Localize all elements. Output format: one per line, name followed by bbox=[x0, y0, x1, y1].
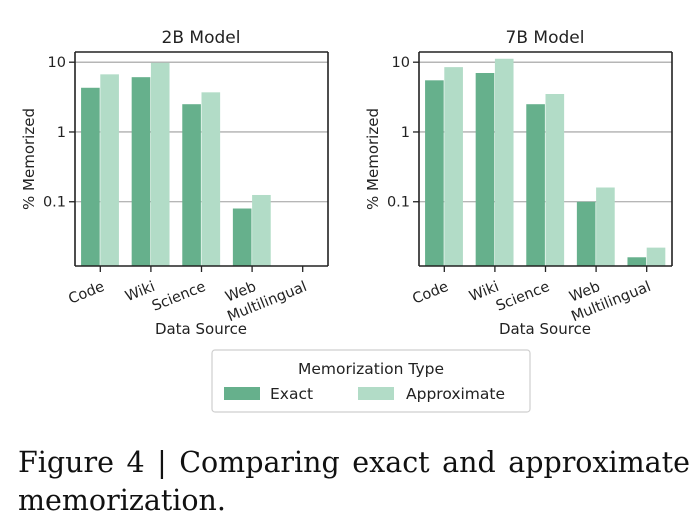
chart-title: 2B Model bbox=[162, 28, 241, 48]
bar-exact-web bbox=[576, 201, 596, 266]
bar-exact-wiki bbox=[475, 73, 495, 267]
bar-approximate-wiki bbox=[150, 62, 170, 267]
y-tick-label: 10 bbox=[392, 55, 410, 71]
bar-exact-web bbox=[232, 208, 252, 266]
bars bbox=[425, 58, 666, 267]
bars bbox=[81, 62, 271, 267]
y-tick-label: 10 bbox=[48, 55, 66, 71]
y-tick-label: 1 bbox=[57, 125, 66, 141]
legend-swatch-exact bbox=[224, 387, 260, 400]
y-axis-label: % Memorized bbox=[20, 108, 38, 210]
bar-exact-science bbox=[182, 104, 201, 266]
legend-label-approximate: Approximate bbox=[406, 385, 505, 403]
y-axis-label: % Memorized bbox=[364, 108, 382, 210]
bar-exact-wiki bbox=[131, 77, 151, 266]
bar-approximate-science bbox=[545, 94, 565, 266]
figure-caption: Figure 4 | Comparing exact and approxima… bbox=[18, 446, 690, 517]
y-ticks: 0.1 1 10 bbox=[43, 55, 75, 211]
bar-approximate-multilingual bbox=[646, 247, 666, 266]
bar-approximate-science bbox=[201, 92, 221, 266]
chart-title: 7B Model bbox=[506, 28, 585, 48]
plot-frame bbox=[418, 51, 673, 267]
legend-title: Memorization Type bbox=[298, 360, 444, 378]
bar-approximate-web bbox=[596, 187, 615, 266]
y-tick-label: 1 bbox=[401, 125, 410, 141]
y-tick-label: 0.1 bbox=[43, 195, 66, 211]
x-tick-label: Code bbox=[410, 279, 450, 308]
bar-approximate-code bbox=[444, 67, 463, 266]
y-ticks: 0.1 1 10 bbox=[387, 55, 419, 211]
x-axis-label: Data Source bbox=[155, 320, 247, 338]
legend-frame bbox=[211, 349, 531, 413]
y-tick-label: 0.1 bbox=[387, 195, 410, 211]
x-tick-label: Science bbox=[150, 279, 208, 315]
bar-approximate-wiki bbox=[494, 58, 514, 266]
bar-exact-code bbox=[425, 80, 444, 266]
bar-exact-science bbox=[526, 104, 545, 266]
x-axis-label: Data Source bbox=[499, 320, 591, 338]
bar-exact-multilingual bbox=[627, 257, 647, 266]
x-tick-label: Code bbox=[66, 279, 106, 308]
x-tick-label: Science bbox=[494, 279, 552, 315]
legend: Memorization Type Exact Approximate bbox=[211, 349, 531, 413]
bar-exact-code bbox=[81, 87, 100, 266]
legend-swatch-approximate bbox=[358, 387, 394, 400]
bar-approximate-code bbox=[100, 74, 119, 266]
legend-label-exact: Exact bbox=[270, 385, 313, 403]
bar-approximate-web bbox=[252, 194, 271, 266]
